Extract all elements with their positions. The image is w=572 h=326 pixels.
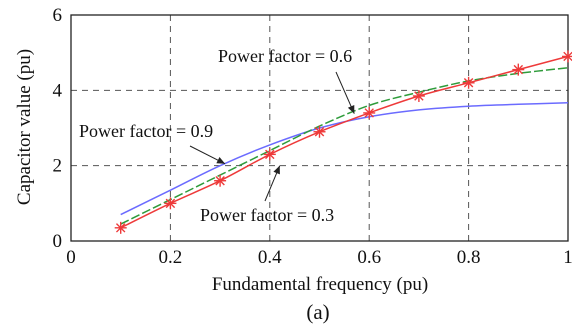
x-tick-label-4: 0.8	[457, 247, 481, 268]
data-point-pf_0_3-1	[164, 197, 177, 210]
y-tick-label-1: 2	[53, 156, 63, 177]
x-tick-label-0: 0	[66, 247, 76, 268]
series-layer	[114, 50, 572, 234]
y-axis-label: Capacitor value (pu)	[14, 49, 35, 205]
data-point-pf_0_3-3	[263, 148, 276, 161]
series-line-pf_0_3	[120, 55, 569, 229]
ticks: 0 0.2 0.4 0.6 0.8 1 0 2 4 6	[53, 5, 572, 268]
x-axis-label: Fundamental frequency (pu)	[212, 274, 428, 295]
series-line-pf_0_9	[120, 102, 569, 216]
annotations: Power factor = 0.6 Power factor = 0.9 Powe…	[79, 46, 355, 225]
plot-frame	[70, 14, 569, 242]
annotation-label-1: Power factor = 0.9	[79, 121, 213, 141]
data-point-pf_0_3-9	[562, 50, 572, 63]
data-point-pf_0_3-5	[363, 106, 376, 119]
annotation-arrowhead-1	[216, 157, 226, 164]
data-point-pf_0_3-0	[114, 221, 127, 234]
annotation-label-0: Power factor = 0.6	[218, 46, 352, 66]
data-point-pf_0_3-4	[313, 125, 326, 138]
data-point-pf_0_3-8	[512, 63, 525, 76]
y-tick-label-3: 6	[53, 5, 63, 26]
annotation-arrowhead-0	[347, 104, 355, 114]
x-tick-label-3: 0.6	[357, 247, 381, 268]
data-point-pf_0_3-2	[214, 174, 227, 187]
data-point-pf_0_3-6	[412, 89, 425, 102]
annotation-arrowhead-2	[273, 165, 280, 175]
data-point-pf_0_3-7	[462, 76, 475, 89]
annotation-label-2: Power factor = 0.3	[200, 205, 334, 225]
x-tick-label-1: 0.2	[159, 247, 183, 268]
figure-caption: (a)	[306, 300, 329, 324]
x-tick-label-5: 1	[563, 247, 572, 268]
y-tick-label-2: 4	[53, 80, 63, 101]
x-tick-label-2: 0.4	[258, 247, 282, 268]
y-tick-label-0: 0	[53, 231, 63, 252]
